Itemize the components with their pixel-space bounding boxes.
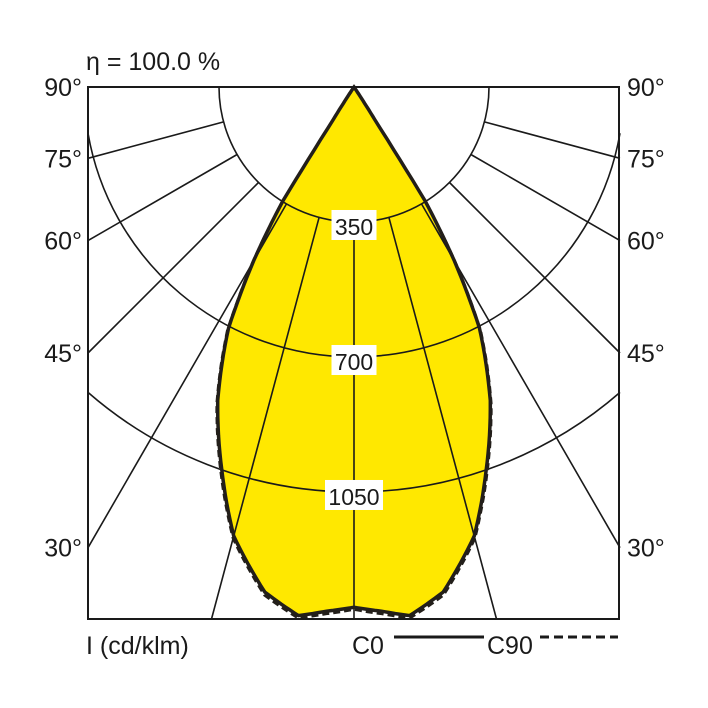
angle-label-right-30: 30° [627,535,665,563]
curve-c90 [215,84,493,620]
angle-label-left-60: 60° [44,228,82,256]
legend-c0-label: C0 [352,632,384,660]
radial-tick-label: 350 [335,214,373,240]
plot-frame [87,86,620,620]
angle-grid-line-60 [87,153,238,242]
angle-grid-line-45 [448,181,621,354]
angle-grid-line-15 [210,217,320,620]
radial-tick-label-bg [331,344,377,375]
angle-label-right-75: 75° [627,145,665,173]
angle-grid-line-15 [388,217,498,620]
radial-tick-label: 1050 [328,484,379,510]
unit-label: I (cd/klm) [86,632,189,660]
angle-label-left-75: 75° [44,145,82,173]
angle-label-left-45: 45° [44,340,82,368]
angle-label-left-30: 30° [44,535,82,563]
angle-label-right-90: 90° [627,74,665,102]
efficiency-title: η = 100.0 % [86,48,220,76]
radial-tick-label: 700 [335,349,373,375]
legend-c90-label: C90 [487,632,533,660]
radial-tick-label-bg [331,209,377,240]
angle-label-right-45: 45° [627,340,665,368]
angle-grid-line-75 [484,121,621,160]
angle-label-right-60: 60° [627,228,665,256]
angle-grid-line-60 [470,153,621,242]
radial-tick-label-bg [325,479,383,510]
angle-grid-line-75 [87,121,224,160]
angle-grid-line-45 [87,181,260,354]
angle-label-left-90: 90° [44,74,82,102]
